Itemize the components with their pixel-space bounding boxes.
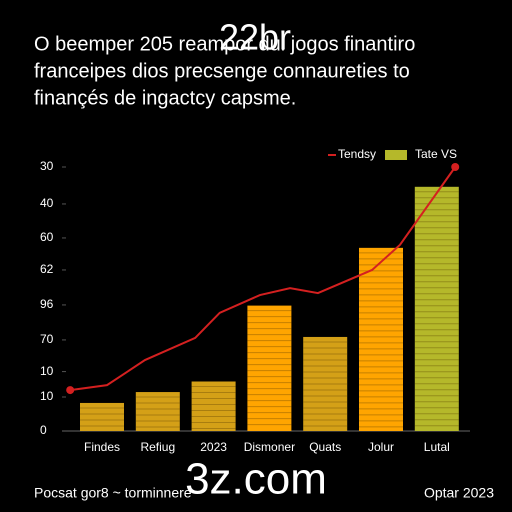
x-tick-label: Findes	[84, 440, 120, 454]
bar	[247, 305, 292, 431]
footer-right: Optar 2023	[424, 485, 494, 501]
y-tick-label: 10	[40, 389, 54, 403]
bar	[135, 392, 180, 431]
x-tick-label: Dismoner	[244, 440, 295, 454]
legend-swatch	[385, 150, 407, 160]
y-tick-label: 40	[40, 196, 54, 210]
x-tick-label: Refiug	[140, 440, 175, 454]
title-line: franceipes dios precsenge connaureties t…	[34, 60, 410, 82]
x-tick-label: Jolur	[368, 440, 394, 454]
bar	[414, 186, 459, 431]
bar	[303, 336, 348, 431]
bar	[80, 402, 124, 431]
y-tick-label: 62	[40, 262, 54, 276]
bar	[359, 247, 403, 431]
x-tick-label: Lutal	[424, 440, 450, 454]
title-line: finançés de ingactcy capsme.	[34, 87, 296, 109]
title-line: O beemper 205 reampor dui jogos finantir…	[34, 33, 415, 55]
line-point	[66, 386, 75, 395]
bar	[191, 381, 236, 431]
y-tick-label: 96	[40, 297, 54, 311]
legend-label: Tendsy	[338, 147, 376, 161]
trend-line	[70, 166, 457, 392]
line-point	[451, 163, 460, 171]
y-tick-label: 60	[40, 230, 54, 244]
overlay-text: 22br	[219, 17, 291, 58]
legend-label: Tate VS	[415, 147, 457, 161]
footer-left: Pocsat gor8 ~ torminnere	[34, 485, 192, 501]
y-tick-label: 10	[40, 364, 54, 378]
y-tick-label: 30	[40, 159, 54, 173]
x-tick-label: 2023	[200, 440, 227, 454]
y-tick-label: 0	[40, 423, 47, 437]
y-tick-label: 70	[40, 332, 54, 346]
x-tick-label: Quats	[309, 440, 341, 454]
watermark: 3z.com	[185, 455, 327, 504]
